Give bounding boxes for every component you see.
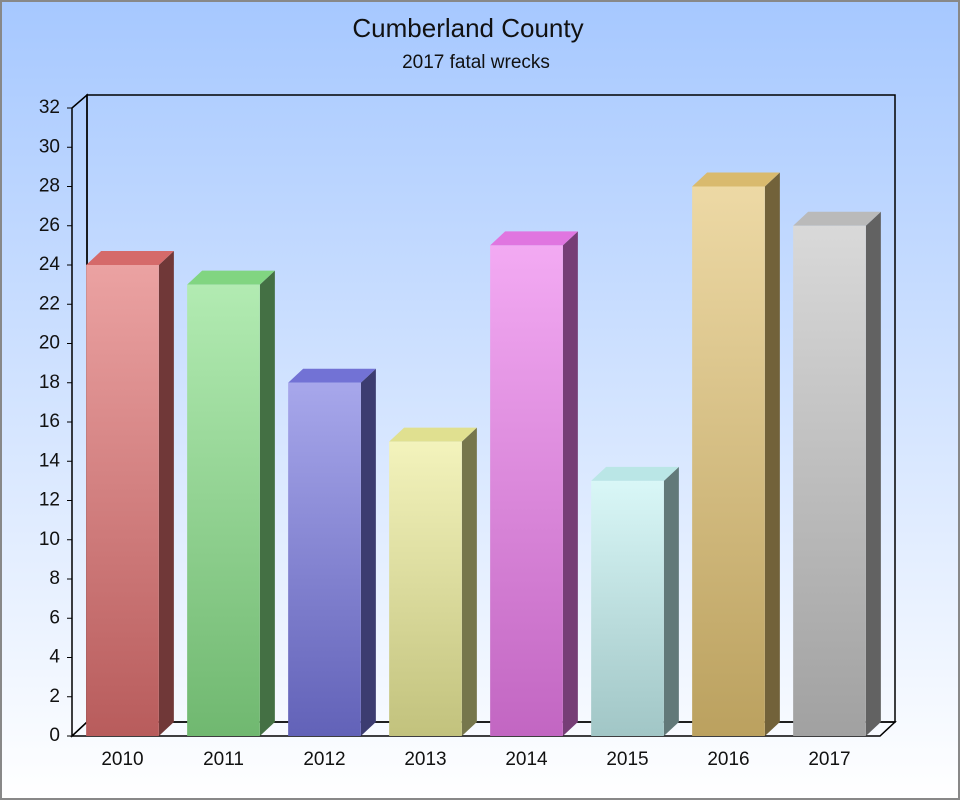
bar-side xyxy=(764,172,780,736)
x-tick-label: 2015 xyxy=(606,749,648,770)
bar xyxy=(591,480,664,736)
bar xyxy=(187,284,260,736)
x-tick-label: 2014 xyxy=(505,749,548,770)
bar xyxy=(389,441,462,736)
bar-side xyxy=(562,231,578,736)
x-tick-label: 2011 xyxy=(203,749,244,770)
bar-top xyxy=(86,251,174,265)
x-tick-label: 2013 xyxy=(404,749,446,770)
bar-top xyxy=(793,211,881,226)
y-tick-label: 6 xyxy=(49,607,60,628)
x-tick-label: 2012 xyxy=(303,749,345,770)
y-tick-label: 16 xyxy=(39,411,60,432)
bar-top xyxy=(490,231,578,246)
bar-side xyxy=(158,251,174,736)
y-tick-label: 22 xyxy=(39,293,60,314)
bar-top xyxy=(692,172,780,187)
bar-side xyxy=(259,270,275,736)
bar-top xyxy=(591,466,679,481)
bar-top xyxy=(389,427,477,442)
y-tick-label: 2 xyxy=(49,686,60,707)
bar-side xyxy=(360,368,376,736)
y-tick-label: 26 xyxy=(39,215,60,236)
y-tick-label: 0 xyxy=(49,725,60,746)
y-tick-label: 8 xyxy=(49,568,60,589)
bar-side xyxy=(663,466,679,736)
y-tick-label: 18 xyxy=(39,372,60,393)
bar xyxy=(288,382,361,736)
bar-top xyxy=(187,270,275,285)
bar-side xyxy=(461,427,477,736)
bar xyxy=(793,225,866,736)
y-tick-label: 20 xyxy=(39,333,60,354)
y-tick-label: 14 xyxy=(39,450,61,471)
y-tick-label: 12 xyxy=(39,490,60,511)
y-tick-label: 4 xyxy=(49,647,60,668)
chart-title: Cumberland County xyxy=(352,13,583,43)
y-tick-label: 10 xyxy=(39,529,60,550)
bar xyxy=(86,265,159,736)
y-tick-label: 30 xyxy=(39,136,60,157)
bar xyxy=(692,186,765,736)
y-tick-label: 28 xyxy=(39,176,60,197)
bar-side xyxy=(865,211,881,736)
y-tick-label: 32 xyxy=(39,97,60,118)
chart-subtitle: 2017 fatal wrecks xyxy=(402,52,550,73)
bar xyxy=(490,245,563,736)
x-tick-label: 2017 xyxy=(808,749,850,770)
x-tick-label: 2010 xyxy=(101,749,143,770)
y-tick-label: 24 xyxy=(39,254,61,275)
bar-top xyxy=(288,368,376,383)
x-tick-label: 2016 xyxy=(707,749,749,770)
